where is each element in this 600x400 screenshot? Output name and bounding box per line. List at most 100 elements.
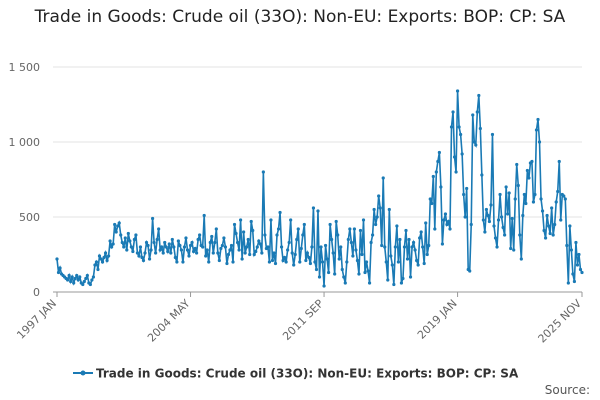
- legend-marker: [80, 370, 86, 376]
- data-point: [302, 222, 306, 227]
- data-point: [449, 125, 454, 129]
- data-point: [232, 222, 237, 227]
- x-tick-label: 2019 JAN: [415, 297, 460, 342]
- data-point: [173, 255, 177, 260]
- data-point: [225, 261, 229, 266]
- data-point: [330, 237, 334, 242]
- data-point: [161, 251, 165, 255]
- data-point: [575, 263, 580, 267]
- data-point: [556, 189, 560, 194]
- data-point: [510, 216, 514, 221]
- data-point: [402, 245, 407, 249]
- data-point: [569, 248, 573, 252]
- data-point: [331, 251, 335, 255]
- data-point: [355, 258, 360, 263]
- data-point: [231, 260, 235, 264]
- data-point: [483, 230, 487, 234]
- data-point: [346, 237, 350, 242]
- data-point: [551, 233, 555, 237]
- data-point: [223, 245, 228, 249]
- data-point: [108, 239, 112, 243]
- series-line: [56, 90, 583, 287]
- data-point: [278, 210, 282, 215]
- data-point: [179, 248, 184, 252]
- data-point: [123, 236, 127, 240]
- data-point: [164, 245, 168, 249]
- data-point: [498, 192, 502, 197]
- data-point: [211, 251, 215, 255]
- data-point: [144, 240, 149, 245]
- data-point: [97, 254, 102, 258]
- data-point: [424, 221, 428, 225]
- data-point: [198, 233, 202, 237]
- data-point: [138, 245, 143, 249]
- data-point: [286, 248, 290, 252]
- data-point: [272, 251, 276, 255]
- data-point: [504, 185, 508, 189]
- data-point: [308, 261, 312, 266]
- data-point: [301, 233, 305, 237]
- data-point: [389, 254, 393, 258]
- y-tick-label: 1 000: [9, 136, 41, 149]
- data-point: [474, 143, 478, 147]
- data-point: [457, 125, 461, 129]
- data-point: [486, 213, 490, 218]
- x-tick-label: 2004 MAY: [145, 297, 193, 345]
- data-point: [460, 152, 464, 156]
- data-point: [84, 276, 88, 281]
- y-tick-label: 1 500: [9, 61, 41, 74]
- data-point: [154, 251, 158, 255]
- data-point: [387, 207, 391, 212]
- data-point: [360, 252, 364, 257]
- data-point: [577, 252, 581, 257]
- data-point: [283, 255, 287, 260]
- data-point: [313, 260, 317, 264]
- y-tick-label: 500: [19, 211, 40, 224]
- data-point: [219, 246, 223, 251]
- data-point: [261, 170, 265, 174]
- data-point: [361, 218, 366, 222]
- data-point: [208, 240, 212, 245]
- data-point: [226, 252, 231, 257]
- data-point: [492, 224, 496, 228]
- data-point: [571, 272, 575, 276]
- data-point: [542, 228, 546, 233]
- data-point: [480, 173, 484, 177]
- data-point: [493, 236, 498, 240]
- data-point: [129, 245, 133, 249]
- data-point: [273, 261, 278, 266]
- data-point: [76, 278, 80, 282]
- data-point: [325, 257, 329, 261]
- data-point: [527, 176, 531, 180]
- data-point: [248, 252, 252, 257]
- data-point: [201, 245, 205, 249]
- data-point: [202, 213, 206, 218]
- data-point: [515, 162, 519, 167]
- data-point: [506, 212, 510, 216]
- data-point: [216, 251, 220, 255]
- data-point: [377, 194, 381, 198]
- data-point: [257, 239, 261, 243]
- data-point: [462, 192, 466, 197]
- data-point: [134, 233, 138, 237]
- data-point: [66, 278, 70, 282]
- data-point: [530, 159, 534, 164]
- data-point: [550, 206, 554, 210]
- data-point: [431, 174, 435, 179]
- data-point: [267, 260, 272, 264]
- data-point: [509, 246, 513, 251]
- data-point: [81, 282, 85, 287]
- data-point: [176, 239, 180, 243]
- data-point: [354, 248, 358, 252]
- data-point: [279, 245, 284, 249]
- data-point: [459, 132, 463, 137]
- data-point: [396, 260, 401, 264]
- data-point: [243, 251, 247, 255]
- data-point: [263, 233, 267, 237]
- data-point: [393, 245, 397, 249]
- data-point: [367, 281, 372, 285]
- data-point: [307, 255, 311, 260]
- data-point: [410, 245, 414, 249]
- data-point: [384, 260, 388, 264]
